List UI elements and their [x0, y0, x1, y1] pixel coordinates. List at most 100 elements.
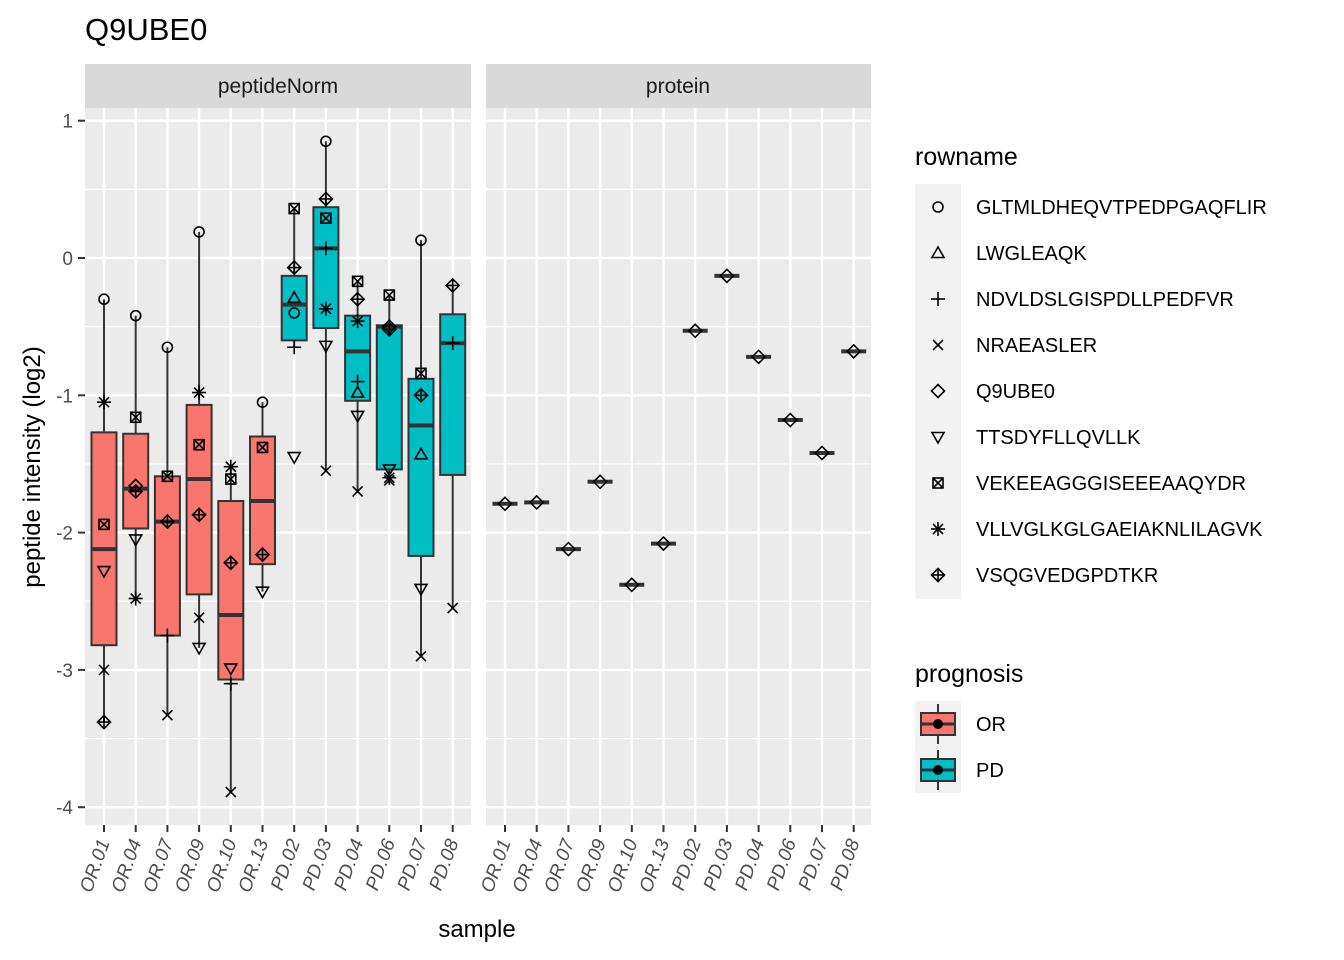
point-cross — [383, 474, 395, 486]
legend-label: Q9UBE0 — [976, 381, 1055, 403]
point-cross — [352, 485, 364, 497]
legend-rowname-title: rowname — [915, 143, 1018, 171]
legend-key-circle — [932, 201, 944, 213]
point-asterisk — [128, 591, 143, 606]
point-asterisk — [223, 459, 238, 474]
points — [96, 135, 461, 798]
point-circle — [288, 307, 301, 319]
legend-key-triangle-down — [930, 431, 946, 445]
point-plus — [445, 336, 460, 351]
point-diamond-plus — [254, 546, 271, 563]
point-circle — [193, 226, 205, 238]
strip-label-peptideNorm: peptideNorm — [218, 75, 338, 98]
protein-box-OR.07 — [555, 541, 581, 557]
boxplot-OR.04 — [122, 315, 150, 599]
point-diamond-plus — [286, 259, 302, 276]
point-square-x — [225, 473, 237, 485]
y-tick-label: 1 — [62, 112, 73, 133]
legend-label: NRAEASLER — [976, 335, 1097, 357]
boxplot-PD.07 — [407, 240, 435, 657]
point-triangle-down — [286, 451, 302, 465]
protein-box-PD.08 — [841, 343, 867, 359]
point-diamond — [814, 445, 830, 461]
panel-peptideNorm: peptideNorm — [85, 64, 471, 825]
legend-key-triangle — [930, 245, 946, 259]
box — [122, 432, 150, 530]
boxplot-PD.06 — [375, 295, 403, 481]
point-cross — [415, 650, 427, 662]
point-square-x — [98, 518, 110, 531]
boxes — [90, 141, 467, 793]
box — [185, 403, 213, 596]
y-tick-label: -4 — [56, 798, 73, 819]
protein-box-PD.07 — [809, 445, 835, 461]
legend-label: LWGLEAQK — [976, 243, 1087, 265]
point-triangle-down — [381, 464, 397, 478]
point-triangle-down — [191, 642, 207, 656]
panel-background-protein — [486, 108, 871, 825]
point-square-x — [129, 411, 142, 424]
box — [217, 500, 245, 681]
point-asterisk — [318, 301, 333, 316]
point-cross — [193, 612, 205, 624]
point-diamond — [592, 474, 608, 490]
point-diamond-plus — [96, 714, 112, 730]
point-circle — [415, 234, 427, 246]
point-square-x — [415, 367, 427, 380]
chart-title: Q9UBE0 — [85, 12, 207, 47]
protein-box-OR.04 — [524, 494, 550, 511]
legend-label: GLTMLDHEQVTPEDPGAQFLIR — [976, 197, 1267, 219]
point-diamond — [624, 577, 640, 593]
box — [90, 431, 118, 647]
point-diamond-plus — [159, 513, 176, 530]
point-square-x — [351, 275, 364, 288]
point-triangle — [350, 384, 365, 398]
protein-box-PD.06 — [777, 412, 803, 428]
point-circle — [161, 341, 174, 354]
legend-label: NDVLDSLGISPDLLPEDFVR — [976, 289, 1234, 311]
boxplot-PD.08 — [439, 285, 467, 609]
point-square-x — [383, 289, 396, 301]
box — [375, 324, 403, 471]
y-axis: 1 0 -1 -2 -3 -4 — [56, 112, 85, 819]
boxplot-OR.01 — [90, 299, 118, 723]
point-plus — [287, 340, 302, 355]
protein-box-PD.03 — [714, 268, 740, 284]
point-triangle — [413, 446, 429, 460]
point-diamond — [687, 323, 703, 339]
point-diamond-plus — [223, 555, 239, 571]
point-asterisk — [382, 470, 397, 485]
point-cross — [225, 786, 237, 798]
legend-key-OR — [920, 704, 956, 744]
legend-key-diamond-plus — [930, 567, 946, 583]
box — [407, 377, 435, 557]
point-diamond-plus — [349, 291, 366, 307]
x-axis-title: sample — [438, 916, 515, 943]
boxplot-OR.10 — [217, 466, 245, 793]
point-circle — [98, 293, 110, 305]
point-cross — [447, 602, 459, 614]
protein-box-OR.09 — [587, 474, 613, 490]
legend-key-plus — [931, 292, 945, 306]
legend-prognosis-title: prognosis — [915, 660, 1023, 688]
box — [153, 475, 181, 637]
point-diamond — [750, 349, 767, 365]
strip-label-protein: protein — [646, 75, 710, 98]
point-plus — [160, 628, 175, 643]
point-diamond — [497, 496, 513, 512]
point-diamond — [846, 343, 862, 359]
point-circle — [256, 396, 269, 408]
y-tick-label: -1 — [56, 386, 73, 407]
legend-label: VSQGVEDGPDTKR — [976, 565, 1158, 587]
point-diamond — [560, 541, 577, 557]
protein-box-OR.01 — [492, 496, 518, 512]
point-triangle-down — [223, 663, 239, 677]
y-axis-title: peptide intensity (log2) — [19, 346, 46, 587]
strip-peptideNorm — [85, 64, 471, 108]
point-triangle-down — [350, 410, 365, 424]
point-cross — [98, 664, 110, 676]
legend-label: OR — [976, 714, 1006, 736]
point-diamond — [782, 412, 798, 428]
point-triangle — [286, 290, 302, 304]
